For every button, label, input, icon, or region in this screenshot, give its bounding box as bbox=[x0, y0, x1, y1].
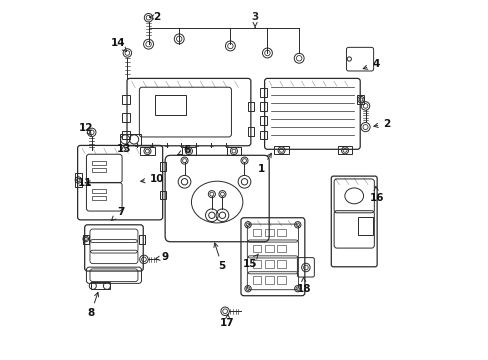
Bar bbox=[358, 217, 372, 235]
Bar bbox=[357, 95, 364, 104]
Bar bbox=[264, 260, 273, 268]
Bar bbox=[122, 113, 130, 122]
Bar bbox=[260, 117, 267, 125]
Bar bbox=[260, 102, 267, 111]
Bar bbox=[122, 95, 130, 104]
Text: 15: 15 bbox=[242, 254, 258, 269]
Text: 17: 17 bbox=[220, 314, 234, 328]
Bar bbox=[92, 168, 106, 172]
Text: 11: 11 bbox=[78, 178, 92, 188]
Bar bbox=[75, 173, 81, 187]
Text: 6: 6 bbox=[177, 145, 190, 155]
Bar bbox=[160, 162, 166, 171]
Bar bbox=[264, 229, 273, 237]
Text: 2: 2 bbox=[149, 12, 160, 22]
Text: 1: 1 bbox=[257, 153, 271, 174]
Bar bbox=[252, 244, 261, 252]
Bar bbox=[120, 134, 141, 145]
Bar bbox=[92, 196, 106, 201]
Text: 2: 2 bbox=[373, 118, 389, 129]
Bar bbox=[277, 276, 285, 284]
Text: 4: 4 bbox=[363, 59, 379, 69]
Bar bbox=[260, 88, 267, 97]
Text: 13: 13 bbox=[116, 144, 131, 154]
Bar bbox=[91, 282, 110, 289]
Text: 16: 16 bbox=[369, 186, 383, 203]
Bar bbox=[264, 276, 273, 284]
Bar bbox=[182, 147, 196, 155]
Text: 12: 12 bbox=[79, 123, 93, 136]
Bar bbox=[277, 244, 285, 252]
Bar bbox=[252, 260, 261, 268]
Text: 8: 8 bbox=[87, 292, 99, 318]
Bar bbox=[83, 235, 88, 243]
Bar bbox=[122, 131, 130, 139]
Bar bbox=[277, 260, 285, 268]
Text: 10: 10 bbox=[141, 174, 164, 184]
Bar bbox=[277, 229, 285, 237]
Bar bbox=[247, 102, 254, 111]
Text: 14: 14 bbox=[111, 38, 126, 51]
Bar bbox=[247, 127, 254, 136]
Bar bbox=[337, 147, 351, 154]
Text: 18: 18 bbox=[296, 277, 310, 294]
Bar bbox=[154, 95, 186, 115]
Text: 7: 7 bbox=[111, 207, 124, 220]
Bar bbox=[264, 244, 273, 252]
Bar bbox=[252, 276, 261, 284]
Text: 5: 5 bbox=[214, 243, 225, 271]
Bar bbox=[92, 189, 106, 193]
Text: 9: 9 bbox=[155, 252, 169, 262]
Bar bbox=[226, 147, 241, 155]
Bar bbox=[92, 161, 106, 165]
Bar bbox=[160, 190, 166, 199]
Bar bbox=[139, 235, 144, 243]
Bar bbox=[140, 147, 154, 155]
Text: 3: 3 bbox=[251, 12, 258, 28]
Bar bbox=[252, 229, 261, 237]
Bar bbox=[260, 131, 267, 139]
Bar bbox=[274, 147, 288, 154]
